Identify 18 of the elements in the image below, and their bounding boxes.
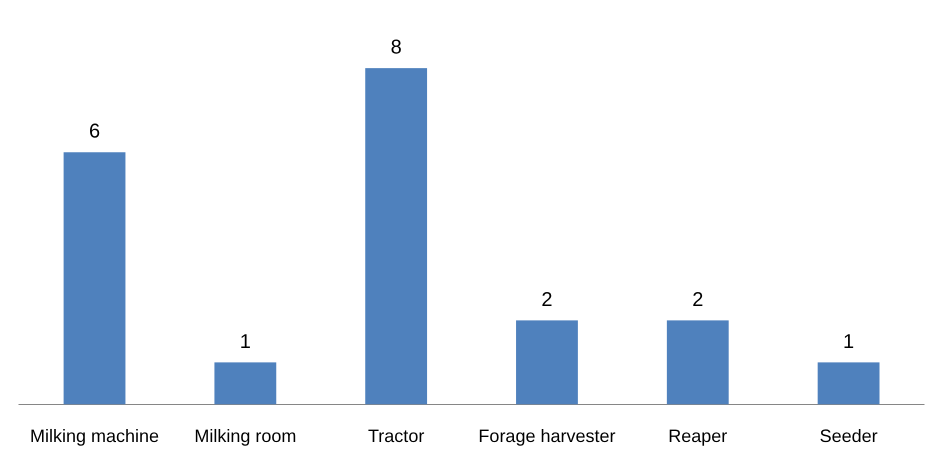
x-tick-label: Seeder <box>820 426 878 446</box>
bar <box>666 320 729 404</box>
x-tick-label: Reaper <box>668 426 728 446</box>
data-label: 2 <box>692 288 704 311</box>
x-tick-label: Milking room <box>194 426 296 446</box>
data-label: 1 <box>843 330 854 353</box>
data-label: 1 <box>240 330 251 353</box>
bar <box>818 362 880 404</box>
bar <box>365 68 428 404</box>
x-tick-label: Milking machine <box>30 426 160 446</box>
x-tick-label: Forage harvester <box>478 426 616 446</box>
x-tick-label: Tractor <box>368 426 424 446</box>
data-label: 2 <box>541 288 553 311</box>
bar <box>214 362 276 404</box>
bar <box>64 152 126 404</box>
data-label: 6 <box>88 120 100 143</box>
data-label: 8 <box>390 36 402 59</box>
bar <box>516 320 578 404</box>
